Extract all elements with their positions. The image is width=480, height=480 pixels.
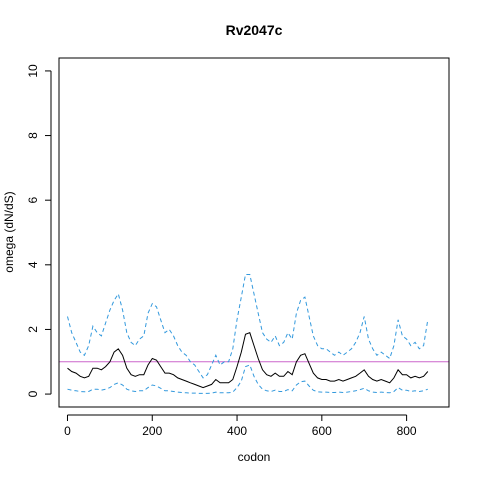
y-tick-label: 10 [26,64,40,78]
x-tick-label: 400 [227,424,247,438]
y-tick-label: 0 [26,390,40,397]
x-axis-title: codon [238,450,271,464]
series-line-lower [67,364,428,394]
plot-frame [58,57,450,408]
x-tick-label: 600 [312,424,332,438]
series-line-upper [67,274,429,379]
series-line-mean [67,332,429,389]
y-tick-label: 2 [26,326,40,333]
y-axis-title: omega (dN/dS) [2,191,16,272]
plot-area [59,274,449,394]
axes: 0 200 400 600 800 0 2 4 6 8 10 [26,57,450,438]
x-tick-label: 800 [397,424,417,438]
y-tick-label: 4 [26,261,40,268]
x-tick-label: 200 [142,424,162,438]
y-tick-label: 6 [26,197,40,204]
x-tick-label: 0 [64,424,71,438]
chart-title: Rv2047c [226,22,283,38]
y-tick-label: 8 [26,132,40,139]
